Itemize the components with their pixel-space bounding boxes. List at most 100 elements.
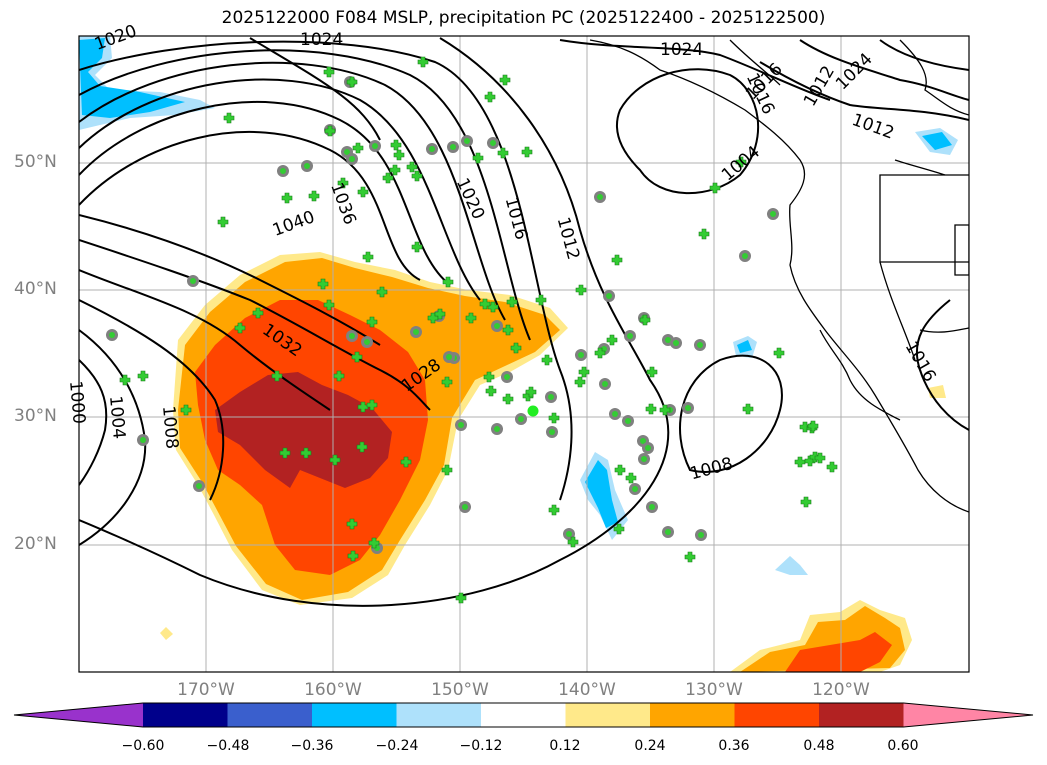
station-circle-center — [627, 333, 633, 339]
station-cross-marker — [567, 536, 579, 548]
station-cross-marker — [390, 139, 402, 151]
station-cross-marker — [646, 366, 658, 378]
station-cross-marker — [541, 354, 553, 366]
station-cross-marker — [497, 147, 509, 159]
colorbar-tick-label: −0.60 — [121, 738, 165, 754]
colorbar — [13, 702, 1034, 728]
station-cross-marker — [300, 447, 312, 459]
isobar-label: 1004 — [105, 395, 129, 440]
lon-label-150w: 150°W — [431, 680, 489, 700]
station-cross-marker — [483, 371, 495, 383]
station-cross-marker — [639, 314, 651, 326]
station-cross-marker — [223, 112, 235, 124]
station-cross-marker — [614, 464, 626, 476]
station-cross-marker — [814, 452, 826, 464]
station-circle-center — [190, 278, 196, 284]
station-circle-center — [597, 194, 603, 200]
station-circle-center — [601, 346, 607, 352]
station-circle-center — [349, 156, 355, 162]
station-circle-center — [549, 429, 555, 435]
station-circle-center — [685, 405, 691, 411]
station-cross-marker — [366, 316, 378, 328]
colorbar-outline — [13, 702, 1034, 728]
station-circle-center — [494, 323, 500, 329]
station-cross-marker — [324, 125, 336, 137]
station-cross-marker — [521, 146, 533, 158]
station-circle-center — [280, 168, 286, 174]
station-circle-center — [641, 456, 647, 462]
station-cross-marker — [137, 370, 149, 382]
station-circle-center — [518, 416, 524, 422]
lat-label-50n: 50°N — [14, 152, 57, 172]
station-circle-center — [770, 211, 776, 217]
colorbar-tick-label: 0.48 — [803, 738, 835, 754]
station-cross-marker — [347, 550, 359, 562]
station-circle-center — [606, 293, 612, 299]
station-highlight-marker — [527, 405, 539, 417]
isobars — [79, 37, 969, 607]
station-circle-center — [645, 445, 651, 451]
station-cross-marker — [826, 461, 838, 473]
station-circle-center — [673, 340, 679, 346]
station-circle-center — [458, 422, 464, 428]
colorbar-bin — [227, 703, 313, 727]
station-cross-marker — [442, 276, 454, 288]
station-cross-marker — [606, 334, 618, 346]
station-cross-marker — [406, 161, 418, 173]
colorbar-extend-low — [14, 703, 143, 727]
station-cross-marker — [366, 399, 378, 411]
station-cross-marker — [180, 404, 192, 416]
coastline — [589, 39, 969, 513]
station-circle-center — [578, 352, 584, 358]
station-cross-marker — [323, 66, 335, 78]
station-circle-center — [372, 143, 378, 149]
station-circle-center — [649, 504, 655, 510]
station-cross-marker — [279, 447, 291, 459]
station-circle-center — [109, 332, 115, 338]
precip-fill-red-orange — [195, 300, 892, 672]
station-circle-center — [429, 146, 435, 152]
station-cross-marker — [308, 190, 320, 202]
station-cross-marker — [271, 370, 283, 382]
station-cross-marker — [773, 347, 785, 359]
station-cross-marker — [548, 412, 560, 424]
station-cross-marker — [411, 241, 423, 253]
station-cross-marker — [594, 347, 606, 359]
station-cross-marker — [479, 298, 491, 310]
station-circle-center — [625, 418, 631, 424]
station-cross-marker — [333, 370, 345, 382]
station-circle-center — [697, 342, 703, 348]
station-cross-marker — [574, 376, 586, 388]
station-cross-marker — [368, 537, 380, 549]
colorbar-bin — [650, 703, 735, 727]
station-cross-marker — [735, 156, 747, 168]
station-cross-marker — [441, 464, 453, 476]
colorbar-bin — [734, 703, 820, 727]
station-cross-marker — [329, 454, 341, 466]
station-markers — [106, 56, 838, 604]
station-circle-center — [612, 411, 618, 417]
map-frame — [78, 35, 970, 673]
station-cross-marker — [485, 385, 497, 397]
station-cross-marker — [499, 74, 511, 86]
station-cross-marker — [119, 374, 131, 386]
station-cross-marker — [417, 56, 429, 68]
station-cross-marker — [578, 366, 590, 378]
station-cross-marker — [323, 299, 335, 311]
station-cross-marker — [487, 301, 499, 313]
lon-label-170w: 170°W — [177, 680, 235, 700]
station-cross-marker — [698, 228, 710, 240]
station-circle-center — [665, 337, 671, 343]
station-cross-marker — [625, 472, 637, 484]
station-circle-center — [548, 394, 554, 400]
colorbar-bin — [565, 703, 651, 727]
station-cross-marker — [506, 296, 518, 308]
station-circle-center — [462, 504, 468, 510]
station-circle-center — [464, 138, 470, 144]
station-circle-center — [450, 144, 456, 150]
station-cross-marker — [357, 401, 369, 413]
colorbar-tick-label: 0.60 — [887, 738, 919, 754]
station-cross-marker — [356, 441, 368, 453]
station-cross-marker — [346, 518, 358, 530]
